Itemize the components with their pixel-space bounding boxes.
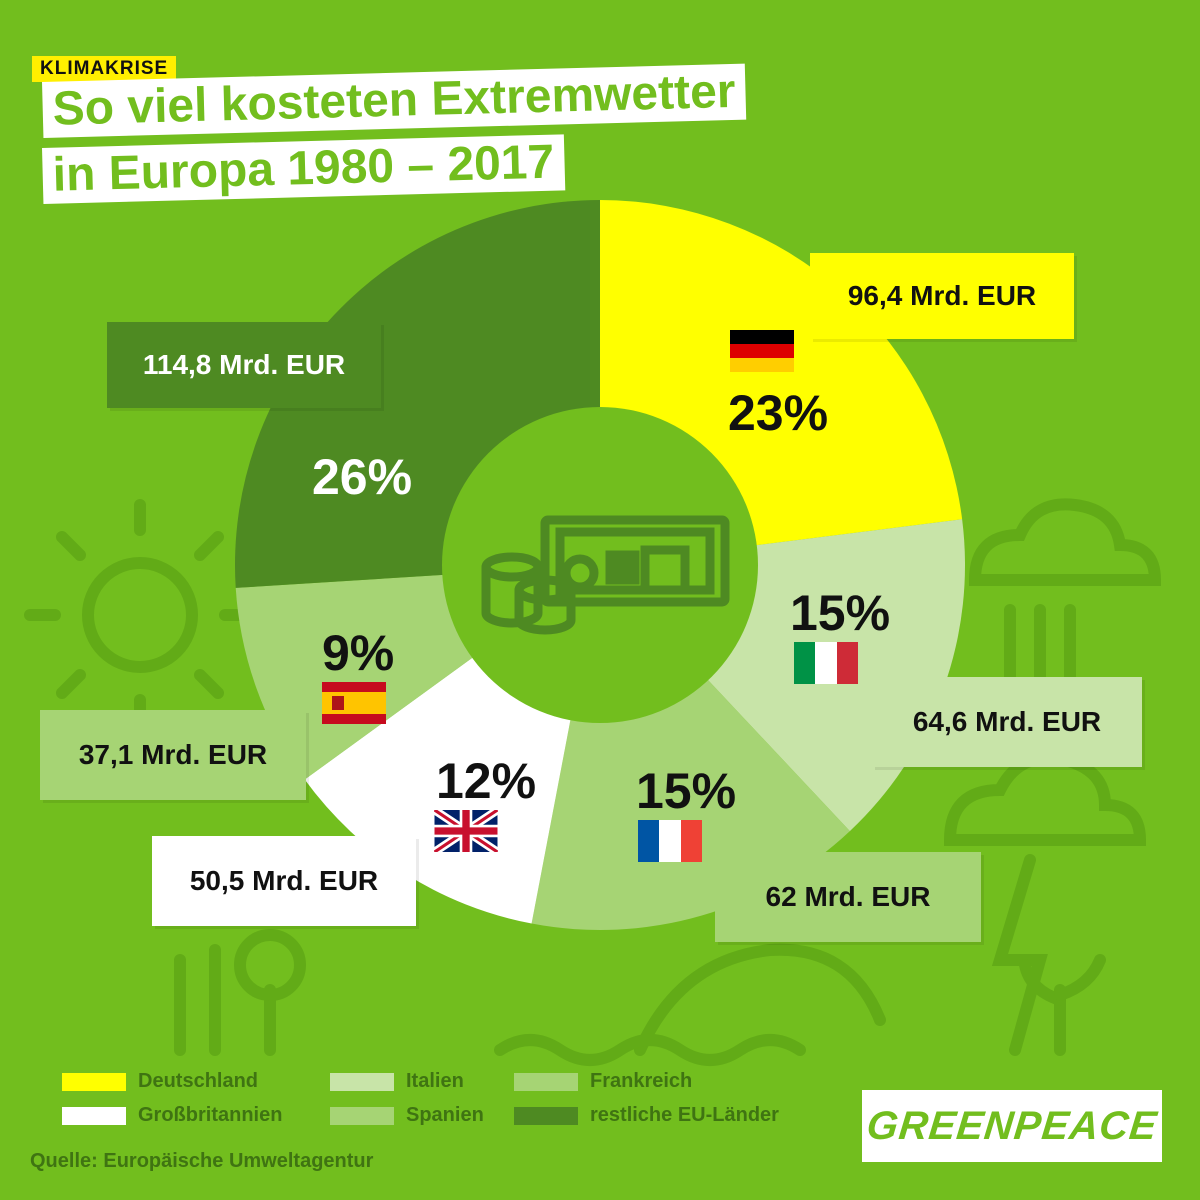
legend-item-italien: Italien	[330, 1070, 464, 1093]
slice-percent-grossbritannien: 12%	[436, 753, 537, 809]
slice-value-italien: 64,6 Mrd. EUR	[872, 677, 1142, 767]
source-note: Quelle: Europäische Umweltagentur	[30, 1150, 374, 1172]
legend-swatch	[330, 1072, 394, 1091]
uk-flag	[434, 810, 498, 852]
slice-percent-frankreich: 15%	[636, 763, 737, 819]
legend-label: Spanien	[406, 1104, 484, 1126]
spain-flag	[322, 682, 386, 724]
greenpeace-logo: GREENPEACE	[862, 1090, 1162, 1162]
slice-value-restliche: 114,8 Mrd. EUR	[107, 322, 381, 408]
slice-value-deutschland: 96,4 Mrd. EUR	[810, 253, 1074, 339]
logo-text: GREENPEACE	[864, 1103, 1160, 1148]
legend-swatch	[330, 1106, 394, 1125]
background-illustrations	[24, 498, 1162, 1066]
legend-swatch	[514, 1106, 578, 1125]
legend-label: Frankreich	[590, 1070, 693, 1092]
plant-icon	[1019, 954, 1106, 1056]
slice-percent-restliche: 26%	[312, 449, 413, 505]
category-tag: KLIMAKRISE	[32, 56, 177, 82]
money-coins-icon	[481, 515, 730, 635]
legend-label: restliche EU-Länder	[590, 1104, 779, 1126]
sun-icon	[24, 499, 256, 731]
slice-value-spanien: 37,1 Mrd. EUR	[40, 710, 306, 800]
slice-percent-italien: 15%	[790, 585, 891, 641]
legend-swatch	[62, 1106, 126, 1125]
legend-swatch	[514, 1072, 578, 1091]
slice-percent-spanien: 9%	[322, 625, 395, 681]
legend-item-frankreich: Frankreich	[514, 1070, 692, 1093]
legend-label: Deutschland	[138, 1070, 259, 1092]
germany-flag	[730, 330, 794, 372]
legend-item-grossbritannien: Großbritannien	[62, 1104, 282, 1127]
legend-item-spanien: Spanien	[330, 1104, 484, 1127]
legend-item-restliche: restliche EU-Länder	[514, 1104, 779, 1127]
trees-icon	[174, 929, 306, 1056]
france-flag	[638, 820, 702, 862]
slice-value-grossbritannien: 50,5 Mrd. EUR	[152, 836, 416, 926]
slice-percent-deutschland: 23%	[728, 385, 829, 441]
legend-swatch	[62, 1072, 126, 1091]
cloud-rain-icon	[968, 498, 1162, 696]
slice-value-frankreich: 62 Mrd. EUR	[715, 852, 981, 942]
legend-item-deutschland: Deutschland	[62, 1070, 258, 1093]
legend-label: Italien	[406, 1070, 464, 1092]
legend-label: Großbritannien	[138, 1104, 283, 1126]
italy-flag	[794, 642, 858, 684]
donut-center	[442, 407, 758, 723]
flood-wave-icon	[494, 943, 886, 1066]
